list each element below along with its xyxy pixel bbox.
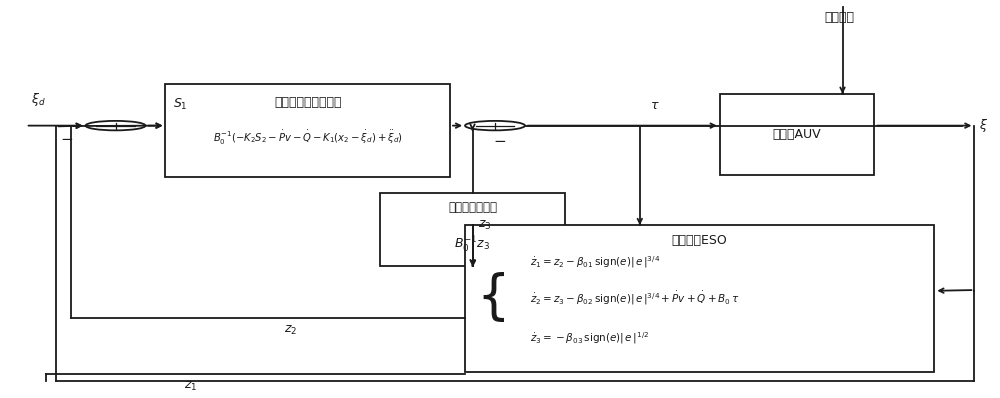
Text: $z_2$: $z_2$ [284, 324, 297, 337]
Text: $\xi_d$: $\xi_d$ [31, 91, 45, 108]
Text: $\dot{z}_1 = z_2 - \beta_{01}\,\mathrm{sign}(e)|\,e\,|^{3/4}$: $\dot{z}_1 = z_2 - \beta_{01}\,\mathrm{s… [530, 255, 660, 270]
Text: $\tau$: $\tau$ [650, 99, 659, 112]
FancyBboxPatch shape [165, 84, 450, 177]
Text: 欠驱动AUV: 欠驱动AUV [773, 128, 821, 141]
Text: $S_1$: $S_1$ [173, 97, 188, 112]
FancyBboxPatch shape [380, 193, 565, 266]
Text: 有限时间ESO: 有限时间ESO [672, 234, 728, 246]
Text: $B_0^{-1}z_3$: $B_0^{-1}z_3$ [454, 234, 491, 255]
Text: $z_3$: $z_3$ [478, 219, 491, 232]
Text: $\dot{z}_2 = z_3 - \beta_{02}\,\mathrm{sign}(e)|\,e\,|^{3/4}+\dot{P}v+\dot{Q}+B_: $\dot{z}_2 = z_3 - \beta_{02}\,\mathrm{s… [530, 290, 740, 307]
Text: $\xi$: $\xi$ [979, 117, 988, 134]
Text: 前馈补偿控制律: 前馈补偿控制律 [448, 201, 497, 214]
FancyBboxPatch shape [465, 225, 934, 371]
Text: $\dot{z}_3 = -\beta_{03}\,\mathrm{sign}(e)|\,e\,|^{1/2}$: $\dot{z}_3 = -\beta_{03}\,\mathrm{sign}(… [530, 330, 649, 346]
FancyBboxPatch shape [720, 94, 874, 175]
Text: $B_0^{-1}(-K_2S_2-\dot{P}v-\dot{Q}-K_1(x_2-\dot{\xi}_d)+\ddot{\xi}_d)$: $B_0^{-1}(-K_2S_2-\dot{P}v-\dot{Q}-K_1(x… [213, 129, 403, 147]
Text: {: { [476, 272, 510, 324]
Text: 海流扰动: 海流扰动 [825, 11, 855, 23]
Text: $z_1$: $z_1$ [184, 379, 197, 392]
Text: −: − [494, 134, 506, 148]
Text: 状态误差反馈控制律: 状态误差反馈控制律 [274, 96, 342, 109]
Text: −: − [61, 133, 74, 147]
